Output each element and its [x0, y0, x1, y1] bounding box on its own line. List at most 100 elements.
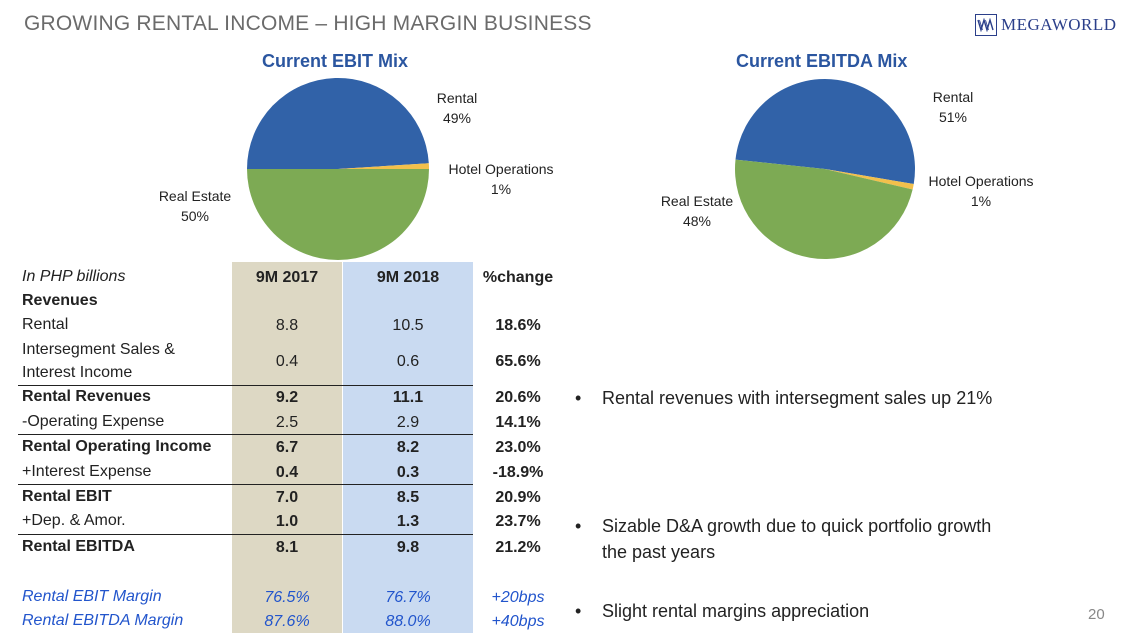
- table-row: Intersegment Sales & Interest Income 0.4…: [0, 339, 560, 385]
- ebitda-hotel-name: Hotel Operations: [928, 173, 1034, 189]
- table-row: Rental Revenues 9.2 11.1 20.6%: [0, 386, 560, 410]
- row-label: +Interest Expense: [22, 463, 152, 480]
- row-value-2018: 1.3: [396, 513, 420, 530]
- row-value-2017: 2.5: [275, 414, 299, 431]
- pie-slice-hotel-operations: [338, 163, 429, 169]
- row-change: 23.7%: [495, 513, 541, 530]
- row-value-2018: 88.0%: [385, 613, 431, 630]
- row-value-2018: 76.7%: [385, 589, 431, 606]
- row-value-2017: 76.5%: [264, 589, 310, 606]
- row-value-2017: 1.0: [275, 513, 299, 530]
- row-change: 21.2%: [495, 539, 541, 556]
- ebitda-real-estate-value: 48%: [682, 213, 712, 229]
- bullet-text-line1: Sizable D&A growth due to quick portfoli…: [602, 516, 992, 536]
- ebitda-rental-name: Rental: [932, 89, 974, 105]
- bullet-text-line2: the past years: [602, 542, 716, 562]
- row-change: 20.9%: [495, 489, 541, 506]
- row-label: Rental Revenues: [22, 388, 151, 405]
- table-row: Rental Operating Income 6.7 8.2 23.0%: [0, 436, 560, 460]
- row-label: Rental EBIT Margin: [22, 588, 162, 605]
- row-value-2018: 0.3: [396, 464, 420, 481]
- row-label-line1: Intersegment Sales &: [22, 341, 175, 358]
- table-row: Rental EBITDA 8.1 9.8 21.2%: [0, 536, 560, 560]
- row-change: 14.1%: [495, 414, 541, 431]
- row-change: -18.9%: [492, 464, 544, 481]
- ebit-rental-name: Rental: [436, 90, 478, 106]
- ebit-label-hotel: Hotel Operations 1%: [436, 159, 566, 199]
- megaworld-logo-icon: [975, 14, 997, 36]
- logo-text: MEGAWORLD: [1001, 15, 1117, 34]
- row-label: -Operating Expense: [22, 413, 165, 430]
- ebit-chart-title: Current EBIT Mix: [262, 51, 409, 71]
- pie-slice-rental: [247, 78, 429, 169]
- ebitda-chart-title: Current EBITDA Mix: [736, 51, 908, 71]
- row-value-2017: 6.7: [275, 439, 299, 456]
- row-value-2018: 8.5: [396, 489, 420, 506]
- row-label: Rental Operating Income: [22, 438, 212, 455]
- ebitda-real-estate-name: Real Estate: [660, 193, 734, 209]
- row-value-2018: 10.5: [392, 317, 424, 334]
- row-label: Rental EBITDA Margin: [22, 612, 184, 629]
- row-value-2017: 8.1: [275, 539, 299, 556]
- table-row: Rental EBIT 7.0 8.5 20.9%: [0, 486, 560, 510]
- bullet-text: Rental revenues with intersegment sales …: [602, 388, 993, 408]
- table-row: +Interest Expense 0.4 0.3 -18.9%: [0, 461, 560, 485]
- row-label: Rental EBIT: [22, 488, 112, 505]
- pie-slice-rental: [735, 79, 915, 185]
- pie-slice-real-estate: [247, 169, 429, 260]
- bullet-dot-icon: •: [575, 516, 582, 536]
- table-row: Rental 8.8 10.5 18.6%: [0, 314, 560, 338]
- pie-slice-real-estate: [735, 159, 913, 260]
- header-9m2017: 9M 2017: [255, 269, 319, 286]
- table-row: Rental EBITDA Margin 87.6% 88.0% +40bps: [0, 610, 560, 634]
- table-divider: [18, 484, 473, 485]
- ebit-real-estate-name: Real Estate: [158, 188, 232, 204]
- row-value-2017: 87.6%: [264, 613, 310, 630]
- table-row: -Operating Expense 2.5 2.9 14.1%: [0, 411, 560, 435]
- bullet-text: Slight rental margins appreciation: [602, 601, 870, 621]
- ebit-label-rental: Rental 49%: [422, 88, 492, 128]
- bullet-dot-icon: •: [575, 388, 582, 408]
- row-change: 23.0%: [495, 439, 541, 456]
- header-change: %change: [482, 269, 554, 286]
- row-value-2017: 7.0: [275, 489, 299, 506]
- table-divider: [18, 534, 473, 535]
- row-change: +20bps: [491, 589, 545, 606]
- row-change: 20.6%: [495, 389, 541, 406]
- row-value-2017: 8.8: [275, 317, 299, 334]
- section-revenues: Revenues: [22, 292, 98, 309]
- row-value-2018: 0.6: [396, 353, 420, 370]
- ebitda-hotel-value: 1%: [970, 193, 992, 209]
- row-change: +40bps: [491, 613, 545, 630]
- column-9m2017-background: [232, 262, 342, 633]
- row-value-2018: 9.8: [396, 539, 420, 556]
- column-9m2018-background: [343, 262, 473, 633]
- ebitda-rental-value: 51%: [938, 109, 968, 125]
- row-value-2018: 11.1: [392, 389, 424, 406]
- row-label: Rental: [22, 316, 69, 333]
- header-9m2018: 9M 2018: [376, 269, 440, 286]
- row-label-line2: Interest Income: [22, 364, 133, 381]
- table-divider: [18, 434, 473, 435]
- row-value-2017: 9.2: [275, 389, 299, 406]
- ebit-mix-pie-chart: [247, 78, 429, 260]
- company-logo: MEGAWORLD: [975, 14, 1117, 36]
- ebitda-label-hotel: Hotel Operations 1%: [916, 171, 1046, 211]
- ebitda-mix-pie-chart: [735, 79, 915, 260]
- ebit-hotel-name: Hotel Operations: [448, 161, 554, 177]
- pie-slice-hotel-operations: [825, 169, 914, 190]
- row-label: +Dep. & Amor.: [22, 512, 126, 529]
- row-value-2018: 2.9: [396, 414, 420, 431]
- row-change: 18.6%: [495, 317, 541, 334]
- ebit-real-estate-value: 50%: [180, 208, 210, 224]
- table-row: Rental EBIT Margin 76.5% 76.7% +20bps: [0, 586, 560, 610]
- row-value-2018: 8.2: [396, 439, 420, 456]
- page-number: 20: [1088, 606, 1105, 623]
- row-change: 65.6%: [495, 353, 541, 370]
- bullet-dot-icon: •: [575, 601, 582, 621]
- ebit-rental-value: 49%: [442, 110, 472, 126]
- row-label: Rental EBITDA: [22, 538, 135, 555]
- page-title: GROWING RENTAL INCOME – HIGH MARGIN BUSI…: [24, 12, 592, 35]
- ebitda-label-real-estate: Real Estate 48%: [652, 191, 742, 231]
- table-divider: [18, 385, 473, 386]
